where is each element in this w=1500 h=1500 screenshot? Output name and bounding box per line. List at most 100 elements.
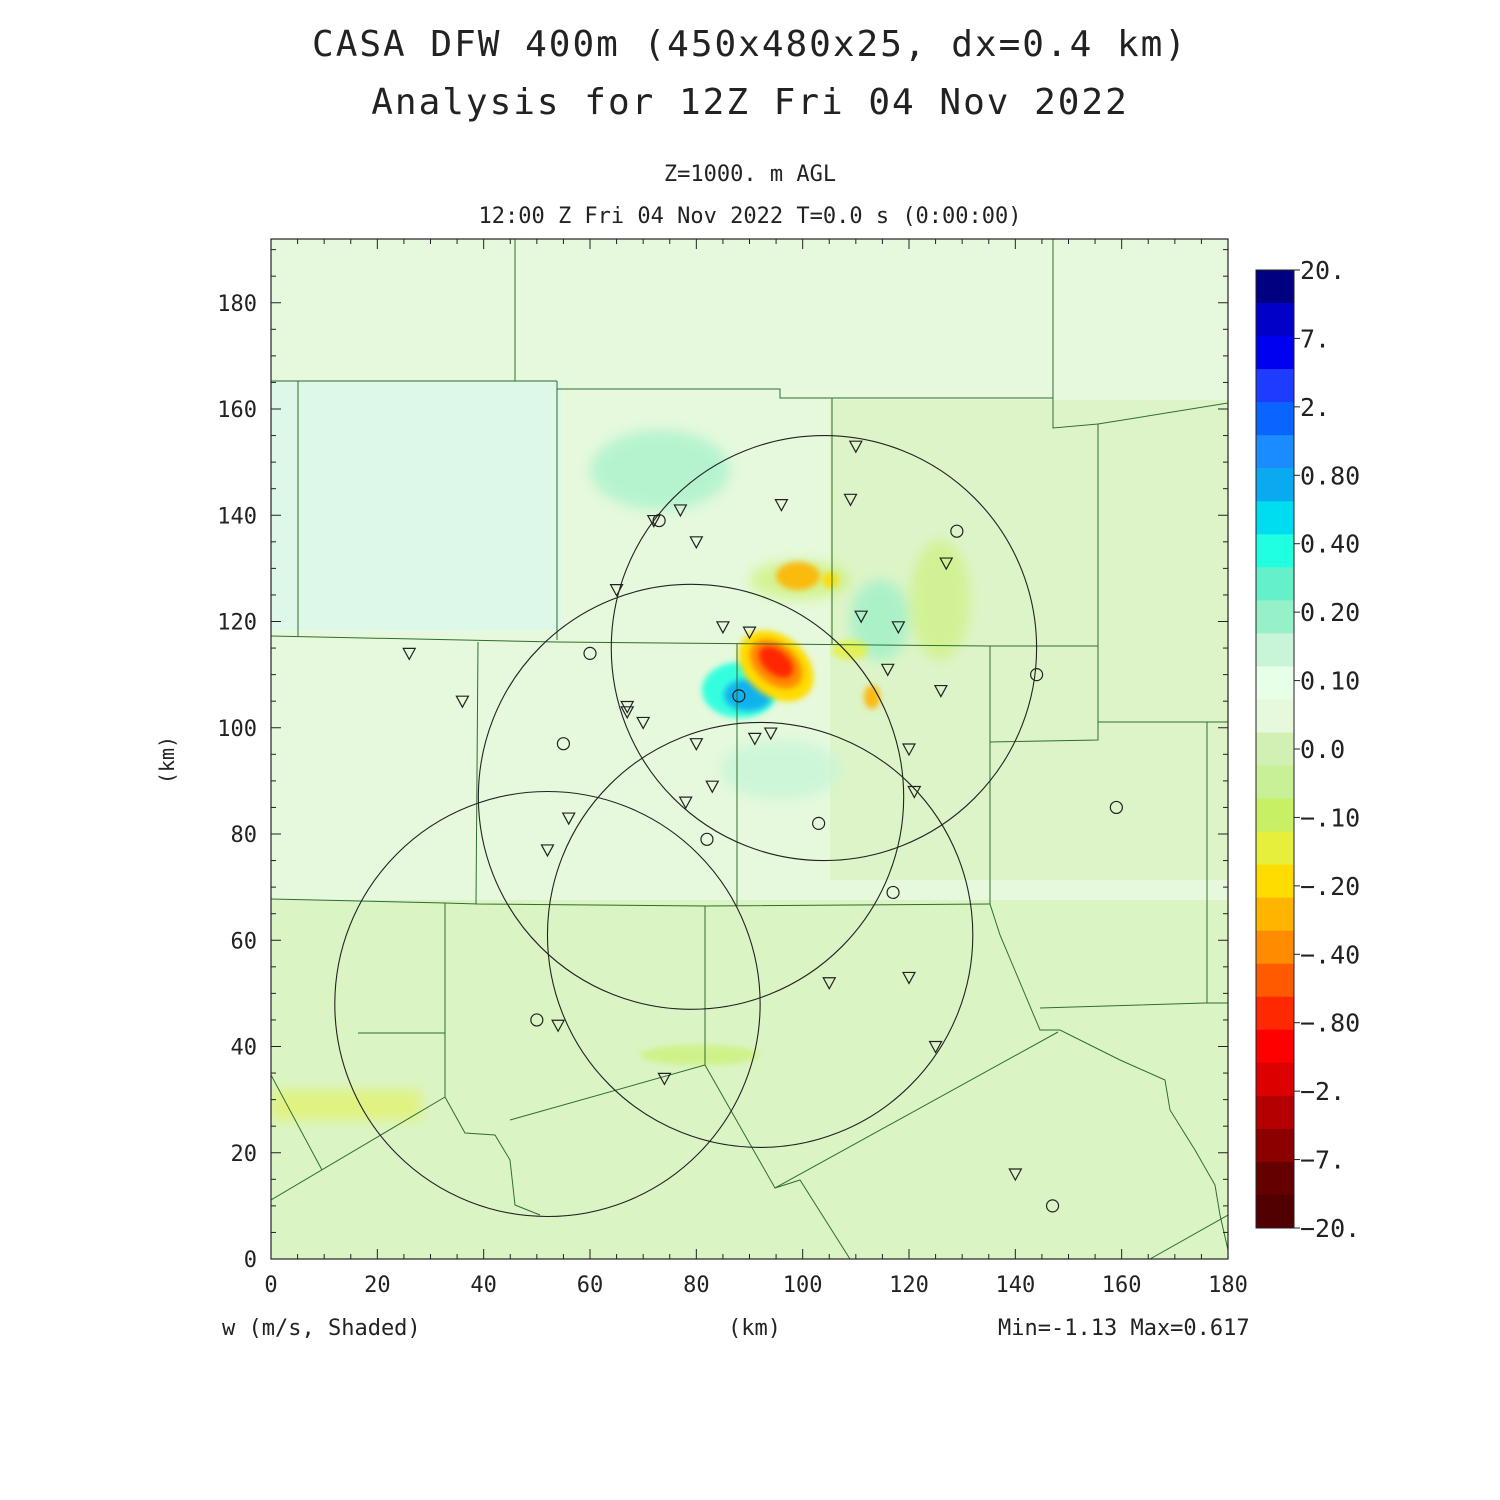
x-tick-label: 80 [683,1273,710,1298]
county-line [271,1074,323,1171]
downdraft-core [758,646,794,678]
colorbar-swatch [1256,996,1294,1031]
x-tick-label: 120 [889,1273,929,1298]
colorbar-swatch [1256,468,1294,502]
site-circle-marker [1029,668,1044,682]
county-boundaries [271,239,1228,1259]
site-circle-marker [1109,800,1123,815]
field-patch [910,540,970,660]
colorbar-swatch [1256,402,1294,436]
colorbar-swatch [1256,369,1294,403]
chart-title-line1: CASA DFW 400m (450x480x25, dx=0.4 km) [312,24,1188,65]
colorbar-swatch [1256,303,1294,337]
time-label: 12:00 Z Fri 04 Nov 2022 T=0.0 s (0:00:00… [478,204,1022,229]
colorbar-swatch [1256,501,1294,535]
site-triangle-marker [620,706,635,720]
colorbar-swatch [1256,534,1294,568]
variable-label: w (m/s, Shaded) [222,1316,421,1341]
radar-rings [334,435,1038,1218]
site-circle-marker [812,816,826,830]
site-circle-marker [886,885,900,900]
colorbar-swatch [1256,1161,1294,1196]
downdraft-secondary [822,572,838,588]
site-triangle-marker [854,610,869,624]
site-triangle-marker [402,647,417,661]
colorbar-swatch [1256,897,1294,932]
y-tick-label: 20 [231,1142,258,1167]
county-line [989,742,1228,1251]
radar-ring [610,435,1038,862]
chart-title-line2: Analysis for 12Z Fri 04 Nov 2022 [371,82,1129,123]
colorbar-label: 0.40 [1300,530,1360,559]
colorbar-swatch [1256,1062,1294,1097]
colorbar-label: 0.80 [1300,461,1360,490]
colorbar-swatch [1256,1095,1294,1130]
county-line [475,641,991,907]
site-triangle-marker [880,663,895,677]
plot-area [271,239,1228,1259]
site-triangle-marker [636,716,651,730]
colorbar-swatch [1256,336,1294,370]
colorbar-swatch [1256,600,1294,634]
county-line [1052,239,1228,429]
site-triangle-marker [939,557,954,571]
site-triangle-marker [609,584,624,597]
county-line [271,635,1098,647]
colorbar-swatch [1256,831,1294,866]
y-tick-label: 140 [217,504,257,529]
colorbar-swatch [1256,435,1294,469]
radar-ring [477,583,905,1010]
site-circle-marker [950,524,964,538]
site-triangle-marker [715,621,730,635]
county-line [556,381,1053,399]
x-tick-label: 140 [995,1273,1035,1298]
y-axis-label: (km) [155,735,180,785]
county-line [1149,1214,1228,1259]
colorbar-label: 0.10 [1300,667,1360,696]
field-patch [590,430,730,510]
downdraft-secondary [864,685,880,709]
x-tick-label: 160 [1102,1273,1142,1298]
colorbar-swatch [1256,1128,1294,1163]
site-triangle-marker [646,514,661,528]
site-triangle-marker [657,1072,672,1086]
y-tick-label: 40 [231,1036,258,1061]
radar-ring [546,721,974,1148]
colorbar-swatch [1256,567,1294,601]
colorbar-swatch [1256,732,1294,767]
county-line [358,1032,446,1097]
site-triangle-marker [705,780,720,794]
colorbar-label: −7. [1300,1146,1345,1175]
x-tick-label: 40 [470,1273,497,1298]
y-tick-label: 120 [217,611,257,636]
county-line [989,646,1099,743]
site-triangle-marker [901,743,917,757]
site-triangle-marker [455,695,470,709]
colorbar-label: 2. [1300,393,1330,422]
x-tick-label: 20 [364,1273,391,1298]
colorbar-swatch [1256,270,1294,304]
axes: 0 20 40 60 80 100 120 140 160 180 0 20 40 60 80 100 120 1… [217,239,1248,1298]
y-tick-label: 80 [231,823,258,848]
site-triangle-marker [933,684,948,698]
colorbar-swatch [1256,1029,1294,1064]
y-tick-label: 180 [217,292,257,317]
site-triangle-marker [540,844,555,858]
colorbar-swatch [1256,765,1294,800]
site-circle-marker [583,646,597,660]
colorbar-label: −.80 [1300,1009,1360,1038]
site-circle-marker [732,689,746,703]
county-line [271,1096,446,1201]
radar-ring [334,790,761,1218]
x-tick-label: 60 [577,1273,604,1298]
field-patch [271,900,1228,1259]
site-circle-marker [700,832,714,846]
site-triangle-marker [551,1019,566,1033]
site-triangle-marker [763,727,778,741]
site-triangle-marker [747,732,762,746]
y-tick-label: 160 [217,398,257,423]
site-circle-marker [530,1013,544,1027]
site-triangle-marker [742,626,757,640]
colorbar-swatch [1256,930,1294,965]
